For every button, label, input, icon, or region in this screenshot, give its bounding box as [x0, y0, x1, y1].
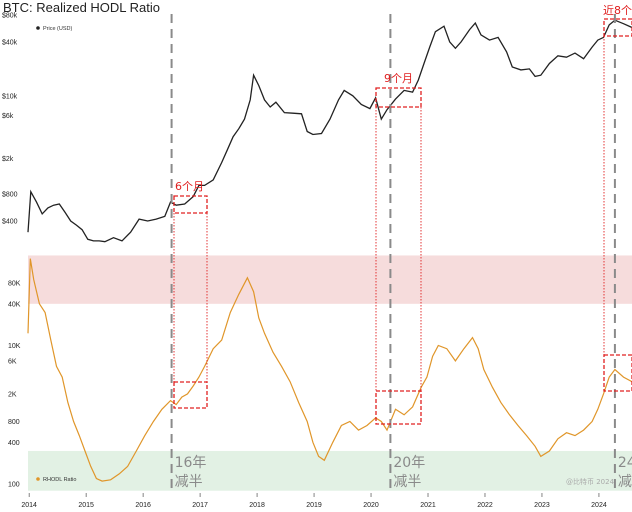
rhodl-legend-label: RHODL Ratio: [43, 477, 76, 483]
halving-label-text: 减半: [393, 474, 421, 490]
halving-label-year: 24: [618, 455, 632, 471]
x-tick-label: 2019: [306, 502, 322, 509]
x-tick-label: 2024: [591, 502, 607, 509]
rhodl-y-tick-label: 6K: [8, 358, 17, 365]
price-y-tick-label: $6k: [2, 113, 14, 120]
annotation-label-2020: 9个月: [384, 72, 413, 85]
annotation-box-2016-rhodl: [173, 381, 208, 409]
price-y-axis: $80k $40k $10k $6k $2k $800 $400: [2, 13, 18, 226]
price-panel: $80k $40k $10k $6k $2k $800 $400 Price (USD): [2, 13, 632, 243]
rhodl-top-zone: [28, 255, 632, 304]
halving-label-year: 20年: [393, 455, 425, 471]
x-tick-label: 2015: [78, 502, 94, 509]
price-y-tick-label: $80k: [2, 13, 18, 20]
halving-label-year: 16年: [175, 455, 207, 471]
watermark: @比特币 2024: [566, 477, 615, 486]
rhodl-y-tick-label: 100: [8, 482, 20, 489]
annotation-label-2016: 6个月: [175, 180, 204, 193]
annotation-box-2024-price: [603, 18, 632, 37]
price-y-tick-label: $40k: [2, 39, 18, 46]
rhodl-bottom-zone: [28, 450, 632, 491]
rhodl-y-tick-label: 400: [8, 440, 20, 447]
rhodl-legend: RHODL Ratio: [36, 477, 76, 483]
rhodl-series-line: [27, 258, 632, 482]
x-tick-label: 2023: [534, 502, 550, 509]
price-y-tick-label: $10k: [2, 93, 18, 100]
price-legend-label: Price (USD): [43, 26, 73, 32]
annotation-box-2020-rhodl: [375, 390, 422, 425]
annotation-box-2016-price: [173, 195, 208, 214]
annotation-layer: 6个月 9个月 近8个: [173, 4, 632, 425]
rhodl-y-tick-label: 40K: [8, 301, 21, 308]
rhodl-y-tick-label: 10K: [8, 343, 21, 350]
x-tick-label: 2020: [363, 502, 379, 509]
x-tick-label: 2021: [420, 502, 436, 509]
price-y-tick-label: $2k: [2, 156, 14, 163]
price-series-line: [27, 19, 632, 243]
x-axis: 2014 2015 2016 2017 2018 2019 2020 2021 2022 2023…: [21, 493, 607, 509]
price-legend-marker: [36, 26, 40, 30]
price-y-tick-label: $400: [2, 219, 18, 226]
price-y-tick-label: $800: [2, 192, 18, 199]
chart-title: BTC: Realized HODL Ratio: [3, 0, 160, 15]
rhodl-y-axis: 80K 40K 10K 6K 2K 800 400 100: [8, 281, 21, 489]
x-tick-label: 2014: [21, 502, 37, 509]
x-tick-label: 2017: [192, 502, 208, 509]
annotation-box-2024-rhodl: [603, 354, 632, 392]
x-tick-label: 2018: [249, 502, 265, 509]
annotation-label-2024: 近8个: [603, 4, 632, 17]
rhodl-legend-marker: [36, 477, 40, 481]
annotation-box-2020-price: [375, 87, 422, 108]
rhodl-y-tick-label: 2K: [8, 391, 17, 398]
price-legend: Price (USD): [36, 26, 73, 32]
halving-label-text: 减半: [175, 474, 203, 490]
rhodl-y-tick-label: 800: [8, 419, 20, 426]
x-tick-label: 2022: [477, 502, 493, 509]
rhodl-y-tick-label: 80K: [8, 281, 21, 288]
halving-label-text: 减: [618, 474, 632, 490]
x-tick-label: 2016: [135, 502, 151, 509]
